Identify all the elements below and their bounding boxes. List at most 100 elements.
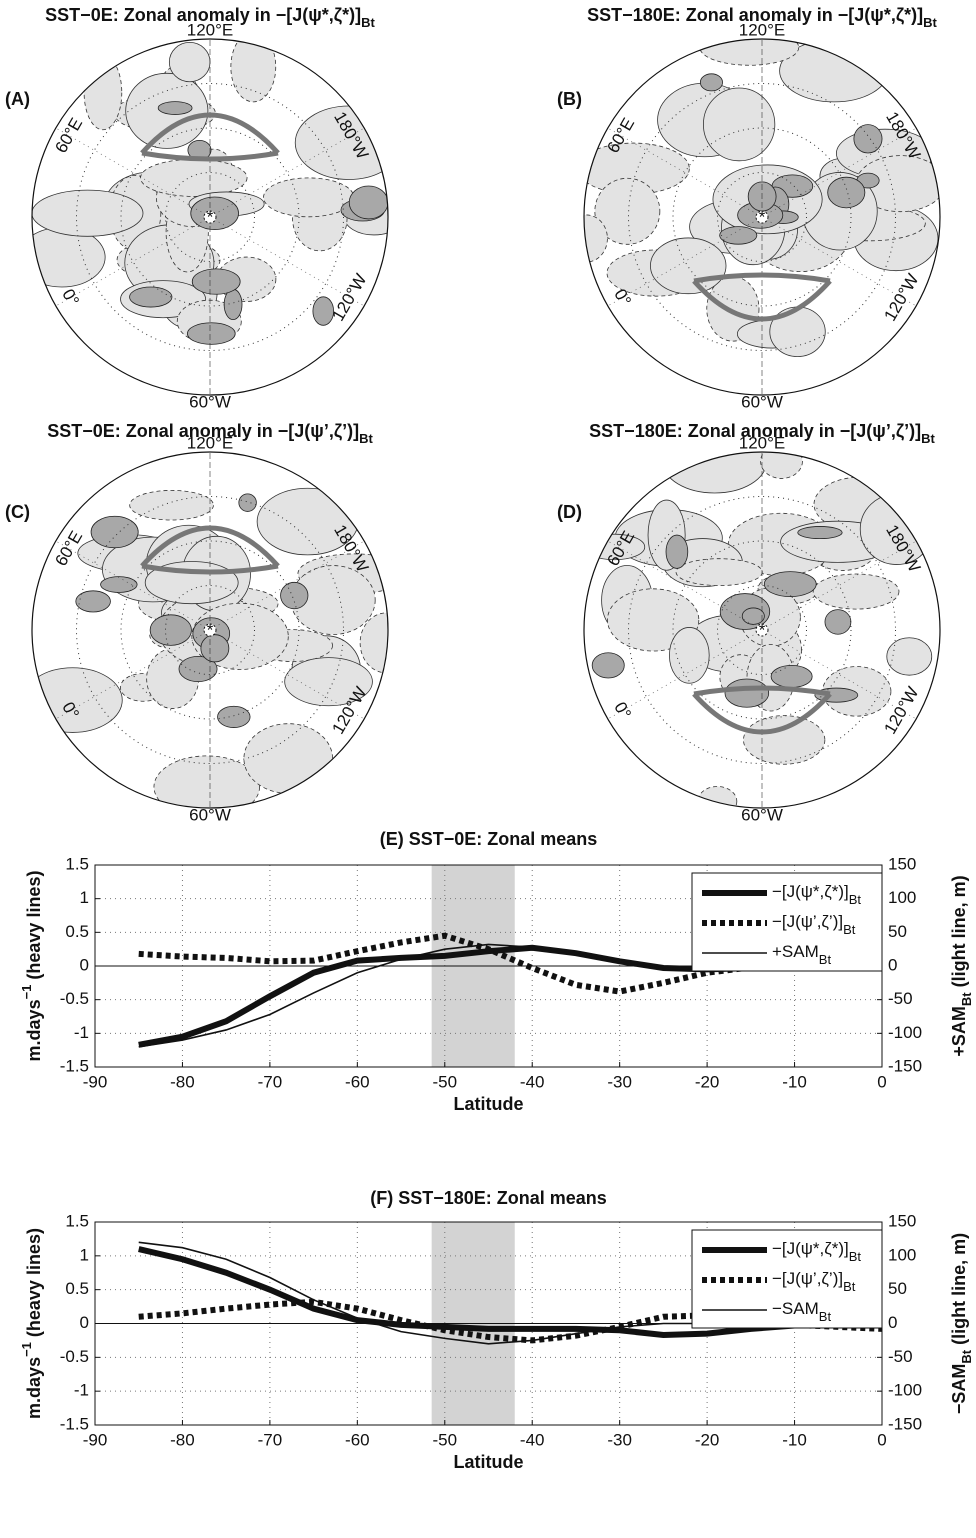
map-title: SST−0E: Zonal anomaly in −[J(ψ’,ζ’)]Bt (47, 421, 373, 446)
contours (32, 452, 388, 808)
contour-core (100, 576, 138, 593)
contour-core (223, 288, 243, 321)
x-tick-label: 0 (877, 1430, 886, 1449)
polar-map: SST−180E: Zonal anomaly in −[J(ψ’,ζ’)]Bt… (557, 421, 941, 824)
x-tick-label: -90 (83, 1072, 108, 1091)
x-tick-label: -40 (520, 1430, 545, 1449)
longitude-label: 120°E (187, 433, 234, 452)
pole (755, 623, 769, 637)
contour-region (594, 177, 661, 245)
x-tick-label: -90 (83, 1430, 108, 1449)
y2-tick-label: -100 (888, 1023, 922, 1042)
latitude-circle (628, 83, 896, 351)
y2-tick-label: -50 (888, 989, 913, 1008)
contour-core (763, 571, 817, 598)
line-chart: (E) SST−0E: Zonal means -90 -80 -70 -60 -50 -4… (19, 829, 974, 1114)
contour-core (312, 296, 335, 326)
contour-region (702, 87, 776, 162)
panel-label: (D) (557, 502, 582, 522)
longitude-label: 120°E (739, 433, 786, 452)
x-axis-label: Latitude (454, 1094, 524, 1114)
y2-tick-label: -100 (888, 1381, 922, 1400)
x-tick-label: -30 (607, 1072, 632, 1091)
latitude-circle (672, 540, 852, 720)
x-tick-label: -60 (345, 1430, 370, 1449)
y2-tick-label: 100 (888, 888, 916, 907)
longitude-label: 60°W (741, 392, 783, 411)
panel-label: (C) (5, 502, 30, 522)
x-tick-label: -70 (258, 1072, 283, 1091)
map-title: SST−180E: Zonal anomaly in −[J(ψ’,ζ’)]Bt (589, 421, 935, 446)
pole (755, 210, 769, 224)
x-axis-label: Latitude (454, 1452, 524, 1472)
y2-tick-label: -150 (888, 1056, 922, 1075)
pole (203, 623, 217, 637)
contour-region (675, 558, 763, 587)
y2-tick-label: -50 (888, 1347, 913, 1366)
polar-map: SST−0E: Zonal anomaly in −[J(ψ’,ζ’)]Bt (C… (5, 421, 389, 824)
contour-region (32, 189, 144, 237)
legend-label: −[J(ψ*,ζ*)]Bt (772, 882, 861, 906)
contour-region (263, 177, 355, 218)
latitude-circle (165, 585, 255, 675)
contour-core (797, 526, 843, 540)
contour-region (140, 158, 248, 197)
contour-region (153, 755, 260, 808)
contour-core (187, 322, 236, 345)
y-tick-label: 0 (80, 1313, 89, 1332)
contour-region (886, 637, 933, 676)
contour-core (719, 226, 758, 245)
contour-region (129, 489, 214, 521)
latitude-circle (717, 172, 807, 262)
contour-core (157, 101, 193, 115)
contour-region (359, 612, 388, 674)
x-tick-label: -20 (695, 1430, 720, 1449)
contour-core (853, 124, 883, 154)
contour-core (591, 652, 625, 679)
contour-region (669, 627, 710, 684)
y2-tick-label: 150 (888, 854, 916, 873)
longitude-label: 60°W (189, 805, 231, 824)
contour-core (824, 609, 852, 635)
y-tick-label: -0.5 (60, 989, 89, 1008)
contour-region (697, 786, 738, 808)
contour-region (650, 237, 727, 295)
map-title: SST−0E: Zonal anomaly in −[J(ψ*,ζ*)]Bt (45, 5, 375, 30)
y-tick-label: 1 (80, 888, 89, 907)
legend-label: −[J(ψ*,ζ*)]Bt (772, 1239, 861, 1263)
map-border (31, 451, 389, 809)
latitude-circle (165, 172, 255, 262)
x-tick-label: -10 (782, 1430, 807, 1449)
map-border (583, 38, 941, 396)
contour-region (230, 39, 277, 103)
contour-core (149, 614, 192, 646)
contours (584, 39, 940, 395)
highlight-region (140, 525, 280, 575)
contour-region (743, 715, 826, 765)
latitude-circle (628, 496, 896, 764)
contour-core (238, 493, 257, 512)
contour-core (200, 634, 230, 663)
longitude-label: 120°E (739, 20, 786, 39)
x-tick-label: -50 (432, 1072, 457, 1091)
contour-core (178, 655, 218, 683)
x-tick-label: -20 (695, 1072, 720, 1091)
pole-marker: * (207, 207, 214, 226)
contour-core (699, 73, 723, 92)
contour-core (191, 268, 241, 295)
x-tick-label: -80 (170, 1430, 195, 1449)
x-tick-label: -60 (345, 1072, 370, 1091)
pole-marker: * (759, 620, 766, 639)
y-tick-label: -1.5 (60, 1414, 89, 1433)
y2-tick-label: 0 (888, 955, 897, 974)
contours (32, 39, 388, 395)
map-border (583, 451, 941, 809)
y-tick-label: 1.5 (65, 854, 89, 873)
legend-label: +SAMBt (772, 942, 831, 966)
x-tick-label: -80 (170, 1072, 195, 1091)
contour-region (699, 39, 800, 66)
contour-core (770, 664, 813, 688)
panel-label: (B) (557, 89, 582, 109)
y-tick-label: -1.5 (60, 1056, 89, 1075)
